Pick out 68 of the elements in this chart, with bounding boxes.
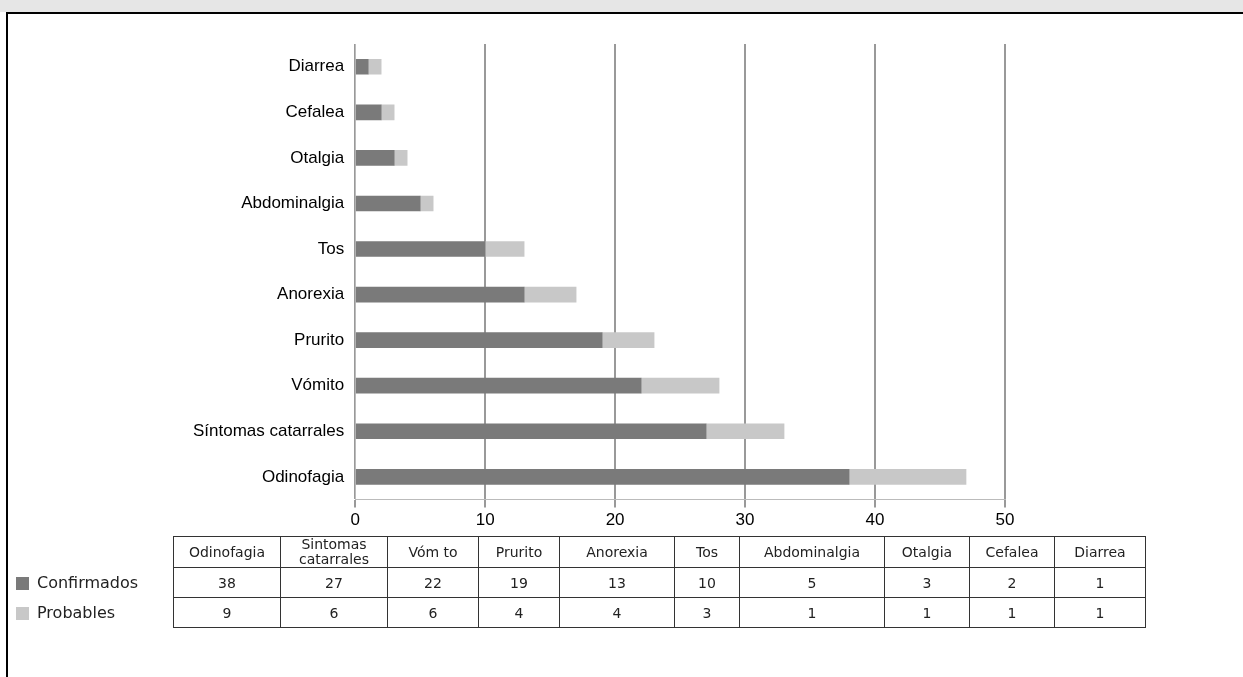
data-label: 6: [387, 597, 479, 628]
x-tick-label: 0: [350, 510, 360, 530]
data-label: 1: [884, 597, 970, 628]
category-label: Cefalea: [969, 536, 1055, 568]
bar: [355, 195, 421, 212]
x-tick-label: 10: [475, 510, 495, 530]
bar: [640, 377, 720, 394]
y-tick-label: Diarrea: [288, 56, 345, 76]
data-label: 9: [173, 597, 281, 628]
data-label: 1: [739, 597, 885, 628]
bar: [355, 241, 486, 257]
legend-label: Confirmados: [36, 572, 140, 594]
bar: [484, 241, 525, 257]
bar: [355, 58, 369, 75]
data-label: 2: [969, 567, 1055, 598]
y-tick-label: Odinofagia: [261, 466, 345, 486]
data-label: 5: [739, 567, 885, 598]
y-tick-label: Otalgia: [290, 147, 345, 167]
y-tick-label: Anorexia: [277, 284, 345, 304]
data-label: 3: [674, 597, 740, 628]
category-label: Prurito: [478, 536, 560, 568]
data-label: 1: [969, 597, 1055, 628]
x-tick-label: 30: [735, 510, 755, 530]
category-label: Odinofagia: [173, 536, 281, 568]
bar: [355, 423, 707, 440]
y-tick-label: Tos: [317, 238, 345, 258]
data-label: 1: [1054, 597, 1146, 628]
bar: [355, 150, 395, 166]
data-label: 3: [884, 567, 970, 598]
category-label: Abdominalgia: [739, 536, 885, 568]
category-label: Diarrea: [1054, 536, 1146, 568]
legend-label: Probables: [36, 602, 117, 624]
y-tick-label: Abdominalgia: [241, 193, 345, 213]
bar: [601, 332, 655, 348]
bar: [523, 286, 577, 303]
category-label: Sintomas catarrales: [280, 536, 388, 568]
data-label: 19: [478, 567, 560, 598]
bar: [355, 286, 525, 303]
y-tick-label: Vómito: [291, 375, 345, 395]
data-label: 38: [173, 567, 281, 598]
bar: [355, 468, 850, 485]
data-label: 13: [559, 567, 675, 598]
bar: [355, 332, 603, 348]
data-label: 1: [1054, 567, 1146, 598]
data-label: 10: [674, 567, 740, 598]
data-label: 4: [559, 597, 675, 628]
x-tick-label: 40: [865, 510, 885, 530]
bar: [705, 423, 785, 440]
category-label: Vóm to: [387, 536, 479, 568]
bar: [367, 58, 382, 75]
data-label: 4: [478, 597, 560, 628]
category-label: Otalgia: [884, 536, 970, 568]
data-label: 6: [280, 597, 388, 628]
bar: [848, 468, 967, 485]
data-label: 22: [387, 567, 479, 598]
bar: [355, 377, 642, 394]
bar: [419, 195, 434, 212]
bar: [355, 104, 382, 121]
y-tick-label: Síntomas catarrales: [192, 420, 345, 440]
bar: [380, 104, 395, 121]
bar: [393, 150, 408, 166]
category-label: Anorexia: [559, 536, 675, 568]
x-tick-label: 20: [605, 510, 625, 530]
x-tick-label: 50: [995, 510, 1015, 530]
y-tick-label: Prurito: [294, 329, 345, 349]
category-label: Tos: [674, 536, 740, 568]
y-tick-label: Cefalea: [285, 102, 345, 122]
data-label: 27: [280, 567, 388, 598]
